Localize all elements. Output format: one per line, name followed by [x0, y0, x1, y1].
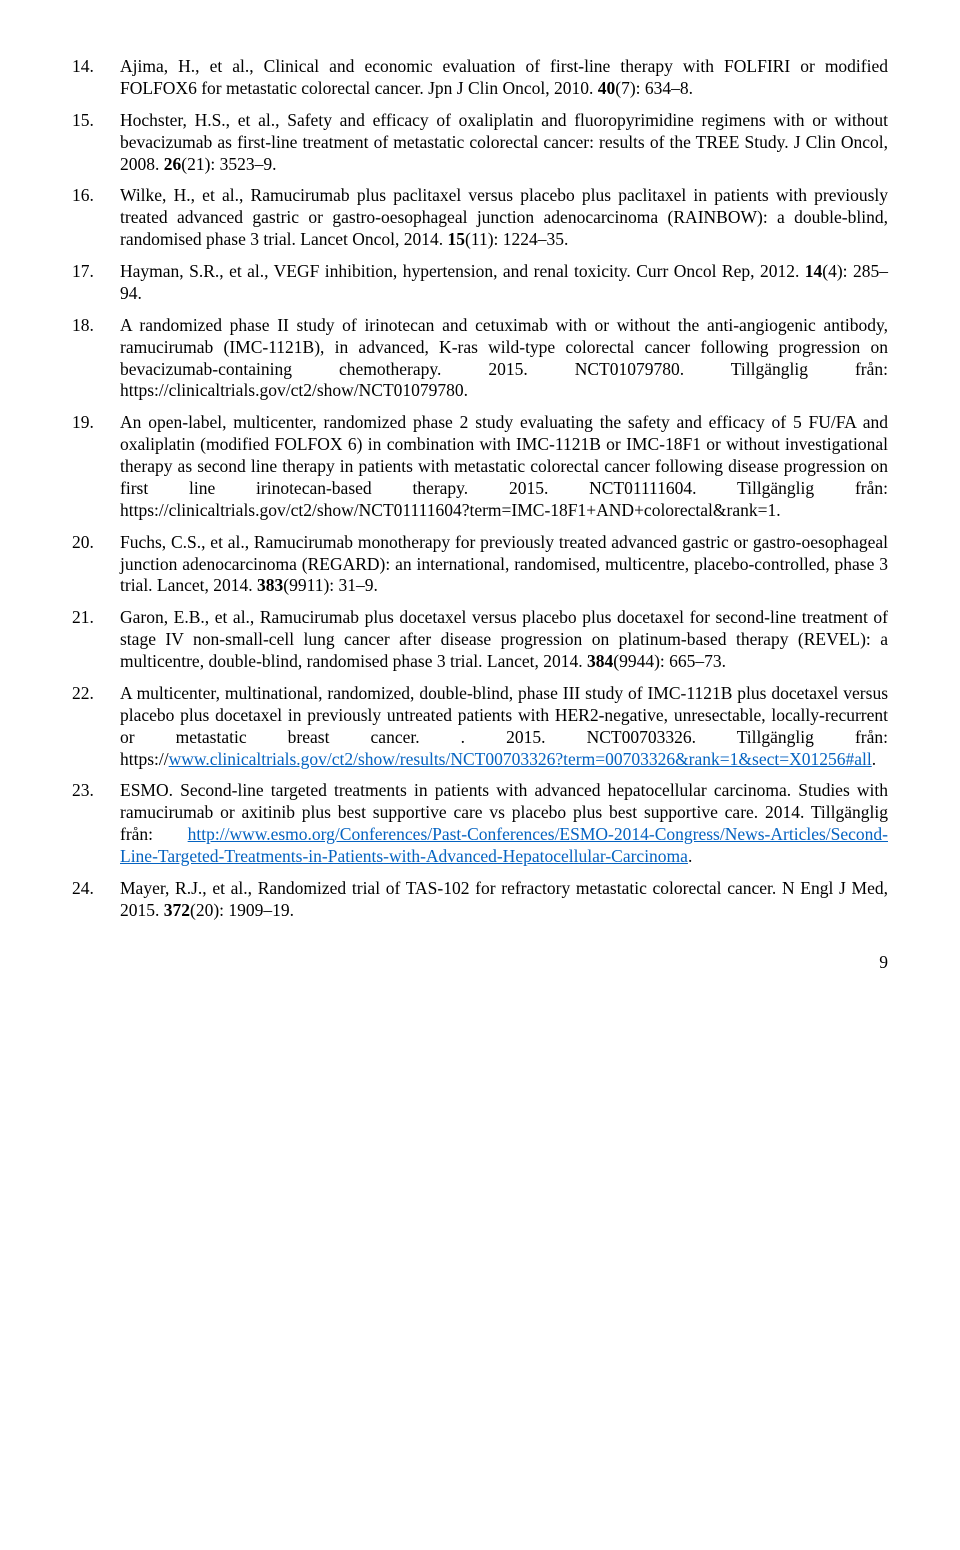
reference-volume: 14 — [805, 261, 823, 281]
reference-text-post: (11): 1224–35. — [465, 229, 568, 249]
reference-item: 15.Hochster, H.S., et al., Safety and ef… — [72, 110, 888, 176]
reference-number: 23. — [72, 780, 120, 868]
reference-body: ESMO. Second-line targeted treatments in… — [120, 780, 888, 868]
reference-volume: 26 — [164, 154, 182, 174]
page-number: 9 — [72, 952, 888, 974]
reference-number: 24. — [72, 878, 120, 922]
reference-body: An open-label, multicenter, randomized p… — [120, 412, 888, 521]
reference-item: 18.A randomized phase II study of irinot… — [72, 315, 888, 403]
reference-link[interactable]: http://www.esmo.org/Conferences/Past-Con… — [120, 824, 888, 866]
reference-item: 22.A multicenter, multinational, randomi… — [72, 683, 888, 771]
reference-text-pre: A randomized phase II study of irinoteca… — [120, 315, 888, 401]
reference-text-post2: . — [872, 749, 876, 769]
reference-item: 14.Ajima, H., et al., Clinical and econo… — [72, 56, 888, 100]
reference-body: Mayer, R.J., et al., Randomized trial of… — [120, 878, 888, 922]
reference-body: Fuchs, C.S., et al., Ramucirumab monothe… — [120, 532, 888, 598]
reference-link[interactable]: www.clinicaltrials.gov/ct2/show/results/… — [169, 749, 872, 769]
reference-item: 16.Wilke, H., et al., Ramucirumab plus p… — [72, 185, 888, 251]
reference-body: Garon, E.B., et al., Ramucirumab plus do… — [120, 607, 888, 673]
reference-body: A multicenter, multinational, randomized… — [120, 683, 888, 771]
reference-number: 16. — [72, 185, 120, 251]
reference-body: A randomized phase II study of irinoteca… — [120, 315, 888, 403]
reference-text-pre: Ajima, H., et al., Clinical and economic… — [120, 56, 888, 98]
reference-item: 23.ESMO. Second-line targeted treatments… — [72, 780, 888, 868]
reference-list: 14.Ajima, H., et al., Clinical and econo… — [72, 56, 888, 922]
reference-volume: 372 — [164, 900, 190, 920]
reference-number: 18. — [72, 315, 120, 403]
reference-volume: 15 — [448, 229, 466, 249]
reference-volume: 384 — [587, 651, 613, 671]
reference-text-post: (20): 1909–19. — [190, 900, 294, 920]
reference-text-post: (21): 3523–9. — [181, 154, 276, 174]
reference-number: 19. — [72, 412, 120, 521]
reference-text-post2: . — [688, 846, 692, 866]
reference-number: 21. — [72, 607, 120, 673]
reference-text-pre: An open-label, multicenter, randomized p… — [120, 412, 888, 520]
reference-text-post: (9911): 31–9. — [283, 575, 378, 595]
reference-text-pre: Hayman, S.R., et al., VEGF inhibition, h… — [120, 261, 805, 281]
reference-body: Wilke, H., et al., Ramucirumab plus pacl… — [120, 185, 888, 251]
reference-item: 20.Fuchs, C.S., et al., Ramucirumab mono… — [72, 532, 888, 598]
reference-number: 22. — [72, 683, 120, 771]
reference-number: 15. — [72, 110, 120, 176]
reference-text-pre: Garon, E.B., et al., Ramucirumab plus do… — [120, 607, 888, 671]
reference-item: 21.Garon, E.B., et al., Ramucirumab plus… — [72, 607, 888, 673]
reference-number: 17. — [72, 261, 120, 305]
reference-item: 24.Mayer, R.J., et al., Randomized trial… — [72, 878, 888, 922]
reference-volume: 383 — [257, 575, 283, 595]
reference-item: 17.Hayman, S.R., et al., VEGF inhibition… — [72, 261, 888, 305]
reference-item: 19.An open-label, multicenter, randomize… — [72, 412, 888, 521]
reference-text-pre: Fuchs, C.S., et al., Ramucirumab monothe… — [120, 532, 888, 596]
reference-number: 20. — [72, 532, 120, 598]
reference-text-post: (7): 634–8. — [615, 78, 693, 98]
reference-number: 14. — [72, 56, 120, 100]
reference-body: Hayman, S.R., et al., VEGF inhibition, h… — [120, 261, 888, 305]
reference-volume: 40 — [598, 78, 616, 98]
reference-body: Hochster, H.S., et al., Safety and effic… — [120, 110, 888, 176]
reference-body: Ajima, H., et al., Clinical and economic… — [120, 56, 888, 100]
reference-text-post: (9944): 665–73. — [613, 651, 726, 671]
